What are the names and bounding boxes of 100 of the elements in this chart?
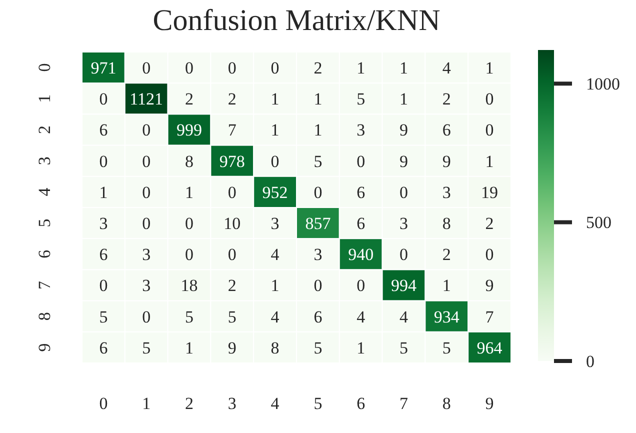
data-label: 3 bbox=[99, 214, 108, 233]
data-label: 6 bbox=[99, 338, 108, 358]
y-tick-label: 8 bbox=[34, 312, 54, 321]
y-tick-label: 9 bbox=[34, 343, 54, 352]
data-label: 0 bbox=[270, 152, 280, 171]
data-label: 0 bbox=[400, 182, 408, 202]
color-bar-label: 0 bbox=[586, 352, 594, 371]
x-tick-label: 1 bbox=[142, 394, 151, 413]
data-label: 1 bbox=[356, 58, 366, 78]
data-label: 8 bbox=[442, 214, 451, 233]
data-label: 1 bbox=[400, 58, 408, 78]
data-label: 5 bbox=[185, 307, 194, 326]
data-label: 9 bbox=[485, 276, 494, 296]
data-label: 9 bbox=[400, 120, 408, 140]
data-label: 0 bbox=[185, 58, 194, 78]
data-label: 0 bbox=[99, 90, 108, 109]
y-tick-label: 5 bbox=[34, 218, 54, 228]
data-label: 6 bbox=[356, 182, 366, 202]
data-label: 5 bbox=[314, 152, 322, 171]
data-label: 857 bbox=[305, 214, 332, 233]
data-label: 1 bbox=[270, 90, 280, 109]
data-label: 7 bbox=[485, 307, 494, 326]
data-label: 5 bbox=[99, 307, 108, 326]
x-tick-label: 3 bbox=[228, 394, 236, 413]
data-label: 8 bbox=[270, 338, 280, 358]
data-label: 0 bbox=[99, 152, 108, 171]
data-label: 0 bbox=[185, 214, 194, 233]
data-label: 9 bbox=[400, 152, 408, 171]
data-label: 1121 bbox=[130, 90, 164, 109]
data-label: 2 bbox=[314, 58, 322, 78]
data-label: 952 bbox=[262, 182, 288, 202]
data-label: 1 bbox=[185, 182, 194, 202]
data-label: 6 bbox=[99, 120, 108, 140]
data-label: 2 bbox=[485, 214, 494, 233]
data-label: 9 bbox=[442, 152, 451, 171]
data-label: 5 bbox=[142, 338, 151, 358]
chart-title: Confusion Matrix/KNN bbox=[152, 4, 440, 37]
data-label: 0 bbox=[485, 90, 494, 109]
data-label: 10 bbox=[224, 214, 241, 233]
data-label: 2 bbox=[185, 90, 194, 109]
data-label: 0 bbox=[314, 182, 322, 202]
data-label: 1 bbox=[314, 90, 322, 109]
data-label: 971 bbox=[90, 58, 116, 78]
data-label: 4 bbox=[400, 307, 408, 326]
data-label: 1 bbox=[485, 152, 494, 171]
data-label: 6 bbox=[356, 214, 366, 233]
y-tick-label: 3 bbox=[34, 156, 54, 166]
y-tick-label: 2 bbox=[34, 126, 54, 134]
data-label: 964 bbox=[476, 338, 503, 358]
data-label: 1 bbox=[314, 120, 322, 140]
data-label: 0 bbox=[270, 58, 280, 78]
data-label: 1 bbox=[185, 338, 194, 358]
data-label: 0 bbox=[485, 120, 494, 140]
data-label: 7 bbox=[228, 120, 237, 140]
data-label: 0 bbox=[142, 152, 151, 171]
x-tick-label: 6 bbox=[356, 394, 366, 413]
data-label: 5 bbox=[442, 338, 451, 358]
y-tick-label: 7 bbox=[34, 280, 54, 290]
data-label: 1 bbox=[400, 90, 408, 109]
data-label: 2 bbox=[228, 276, 236, 296]
data-label: 1 bbox=[99, 182, 108, 202]
data-label: 978 bbox=[219, 152, 245, 171]
data-label: 8 bbox=[185, 152, 194, 171]
color-bar-label: 1000 bbox=[586, 74, 620, 94]
data-label: 940 bbox=[348, 245, 374, 264]
data-label: 6 bbox=[442, 120, 451, 140]
data-label: 19 bbox=[481, 182, 498, 202]
data-label: 6 bbox=[99, 245, 108, 264]
x-tick-label: 4 bbox=[270, 394, 280, 413]
data-label: 0 bbox=[142, 182, 151, 202]
x-tick-label: 5 bbox=[314, 394, 322, 413]
data-label: 5 bbox=[400, 338, 408, 358]
data-label: 3 bbox=[356, 120, 366, 140]
data-label: 999 bbox=[176, 120, 202, 140]
data-label: 4 bbox=[270, 245, 280, 264]
data-label: 0 bbox=[356, 276, 366, 296]
x-tick-label: 0 bbox=[99, 394, 108, 413]
data-label: 0 bbox=[228, 245, 236, 264]
data-label: 3 bbox=[314, 245, 322, 264]
data-label: 5 bbox=[356, 90, 366, 109]
data-label: 3 bbox=[442, 182, 451, 202]
data-label: 3 bbox=[142, 276, 151, 296]
data-label: 0 bbox=[142, 120, 151, 140]
data-label: 1 bbox=[485, 58, 494, 78]
data-label: 0 bbox=[185, 245, 194, 264]
data-label: 0 bbox=[142, 58, 151, 78]
data-label: 0 bbox=[142, 214, 151, 233]
data-label: 3 bbox=[142, 245, 151, 264]
data-label: 934 bbox=[434, 307, 460, 326]
data-label: 1 bbox=[442, 276, 451, 296]
x-tick-label: 2 bbox=[185, 394, 194, 413]
x-tick-label: 9 bbox=[485, 394, 494, 413]
data-label: 0 bbox=[485, 245, 494, 264]
data-label: 0 bbox=[314, 276, 322, 296]
data-label: 0 bbox=[356, 152, 366, 171]
color-bar-label: 500 bbox=[586, 213, 612, 232]
data-label: 0 bbox=[99, 276, 108, 296]
y-tick-label: 1 bbox=[34, 94, 54, 103]
data-label: 994 bbox=[391, 276, 417, 296]
y-tick-label: 4 bbox=[34, 187, 54, 196]
